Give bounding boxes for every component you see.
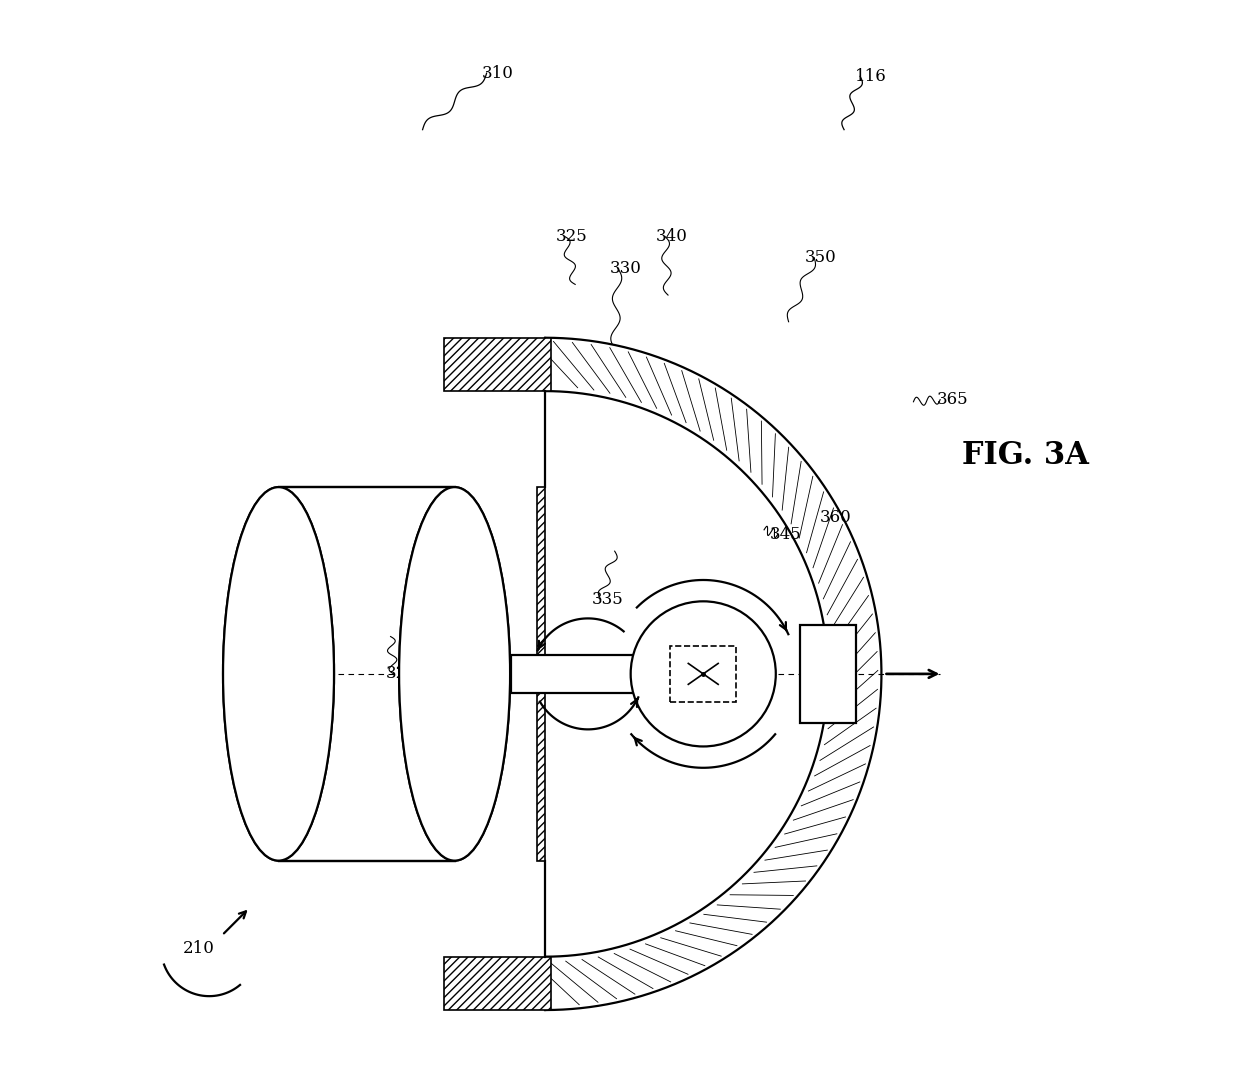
Ellipse shape [399, 488, 510, 860]
Bar [670, 646, 737, 702]
Text: 310: 310 [481, 65, 513, 81]
Text: 325: 325 [556, 228, 588, 245]
Bar [405, 611, 482, 737]
Text: 350: 350 [805, 250, 837, 266]
Bar [444, 337, 551, 391]
Ellipse shape [631, 601, 776, 747]
Bar [800, 625, 856, 723]
Bar [444, 957, 551, 1010]
Text: 330: 330 [609, 259, 641, 277]
Text: FIG. 3A: FIG. 3A [962, 440, 1089, 470]
Polygon shape [546, 337, 882, 1010]
Ellipse shape [223, 488, 334, 860]
Text: 340: 340 [655, 228, 687, 245]
Text: 365: 365 [937, 391, 968, 409]
Text: 320: 320 [386, 666, 417, 682]
Text: 360: 360 [820, 508, 852, 525]
Ellipse shape [399, 488, 510, 860]
Ellipse shape [223, 488, 334, 860]
Text: 210: 210 [182, 939, 215, 957]
Bar [537, 488, 546, 860]
Bar [511, 655, 768, 693]
Text: 345: 345 [770, 525, 801, 543]
Polygon shape [546, 337, 882, 1010]
Text: 116: 116 [854, 68, 887, 84]
Text: 335: 335 [591, 590, 622, 608]
